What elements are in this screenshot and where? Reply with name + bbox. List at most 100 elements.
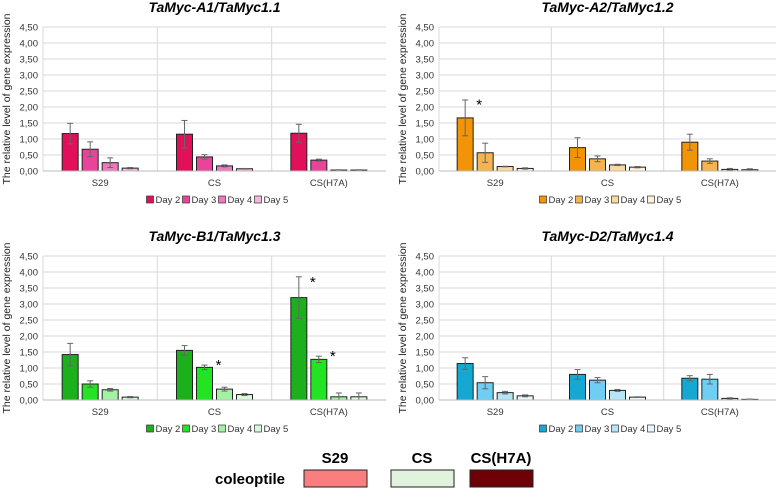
y-tick-label: 0,50: [416, 380, 435, 391]
y-tick-label: 4,00: [20, 268, 39, 279]
legend: Day 2 Day 3 Day 4 Day 5: [539, 424, 682, 435]
legend-swatch: [611, 424, 619, 433]
y-tick-label: 2,50: [20, 316, 39, 327]
y-axis-label: The relative level of gene expression: [1, 13, 13, 184]
chart-panel-3: TaMyc-B1/TaMyc1.3 0,00 0,50 1,00 1,50 2,00 2,5…: [1, 228, 386, 435]
tissue-swatch: [469, 469, 534, 488]
legend: Day 2 Day 3 Day 4 Day 5: [146, 195, 289, 206]
legend-swatch: [575, 195, 583, 204]
legend-swatch: [182, 195, 190, 204]
y-tick-label: 0,00: [20, 167, 39, 178]
x-tick-label: CS: [208, 178, 221, 189]
y-tick-label: 2,00: [416, 332, 435, 343]
y-tick-label: 0,00: [416, 396, 435, 407]
legend-label: Day 5: [264, 424, 289, 435]
y-tick-label: 1,00: [416, 135, 435, 146]
tissue-label: CS(H7A): [471, 450, 532, 467]
tissue-row-label: coleoptile: [215, 471, 285, 488]
legend-label: Day 4: [621, 424, 646, 435]
y-tick-label: 3,50: [20, 284, 39, 295]
legend-label: Day 3: [585, 195, 610, 206]
legend-swatch: [218, 195, 226, 204]
chart-panel-4: TaMyc-D2/TaMyc1.4 0,00 0,50 1,00 1,50 2,00 2,5…: [397, 228, 776, 435]
tissue-label: S29: [322, 450, 349, 467]
y-tick-label: 1,50: [416, 348, 435, 359]
y-tick-label: 1,50: [20, 348, 39, 359]
significance-mark: *: [330, 348, 336, 365]
chart-panel-1: TaMyc-A1/TaMyc1.1 0,00 0,50 1,00 1,50 2,00 2,5…: [1, 0, 386, 206]
x-tick-label: S29: [92, 178, 109, 189]
legend-swatch: [575, 424, 583, 433]
y-tick-label: 2,50: [416, 87, 435, 98]
legend-label: Day 5: [657, 424, 682, 435]
x-tick-label: CS: [601, 178, 614, 189]
legend-swatch: [539, 195, 547, 204]
y-tick-label: 3,50: [416, 284, 435, 295]
legend-label: Day 2: [549, 195, 574, 206]
legend-label: Day 2: [549, 424, 574, 435]
y-tick-label: 3,00: [20, 300, 39, 311]
y-tick-label: 3,50: [20, 55, 39, 66]
legend-swatch: [647, 424, 655, 433]
significance-mark: *: [476, 96, 482, 113]
legend-label: Day 3: [192, 195, 217, 206]
y-tick-label: 0,50: [20, 151, 39, 162]
legend-swatch: [146, 195, 154, 204]
x-tick-label: CS(H7A): [701, 407, 739, 418]
y-tick-label: 4,00: [416, 39, 435, 50]
legend-swatch: [254, 424, 262, 433]
x-tick-label: S29: [487, 178, 504, 189]
bar-day-3: [310, 358, 328, 401]
legend: Day 2 Day 3 Day 4 Day 5: [146, 424, 289, 435]
legend-swatch: [611, 195, 619, 204]
y-tick-label: 2,50: [416, 316, 435, 327]
chart-title: TaMyc-B1/TaMyc1.3: [148, 228, 280, 244]
x-tick-label: CS(H7A): [310, 178, 348, 189]
legend-swatch: [218, 424, 226, 433]
y-tick-label: 1,50: [20, 119, 39, 130]
legend-label: Day 5: [657, 195, 682, 206]
y-tick-label: 1,00: [20, 364, 39, 375]
legend-label: Day 3: [192, 424, 217, 435]
y-tick-label: 3,00: [416, 300, 435, 311]
y-axis-label: The relative level of gene expression: [397, 242, 409, 413]
y-tick-label: 0,00: [20, 396, 39, 407]
tissue-swatch: [303, 469, 368, 488]
y-axis-label: The relative level of gene expression: [1, 242, 13, 413]
x-tick-label: S29: [92, 407, 109, 418]
y-tick-label: 3,00: [20, 71, 39, 82]
y-tick-label: 0,50: [20, 380, 39, 391]
y-tick-label: 0,50: [416, 151, 435, 162]
significance-mark: *: [216, 357, 222, 374]
legend-swatch: [254, 195, 262, 204]
chart-title: TaMyc-A2/TaMyc1.2: [541, 0, 673, 15]
x-tick-label: CS(H7A): [701, 178, 739, 189]
legend-label: Day 4: [228, 424, 253, 435]
legend-label: Day 5: [264, 195, 289, 206]
legend-label: Day 2: [156, 195, 181, 206]
legend-swatch: [182, 424, 190, 433]
y-tick-label: 4,00: [416, 268, 435, 279]
legend-label: Day 4: [621, 195, 646, 206]
chart-title: TaMyc-D2/TaMyc1.4: [541, 228, 673, 244]
y-tick-label: 2,00: [416, 103, 435, 114]
tissue-legend: coleoptile S29 CS CS(H7A): [215, 450, 534, 488]
legend-label: Day 2: [156, 424, 181, 435]
x-tick-label: S29: [487, 407, 504, 418]
y-tick-label: 4,00: [20, 39, 39, 50]
bar-day-2: [176, 349, 193, 401]
y-tick-label: 4,50: [416, 23, 435, 34]
y-tick-label: 1,00: [416, 364, 435, 375]
tissue-swatch: [390, 469, 455, 488]
chart-panel-2: TaMyc-A2/TaMyc1.2 0,00 0,50 1,00 1,50 2,00 2,5…: [397, 0, 776, 206]
y-tick-label: 2,00: [20, 332, 39, 343]
y-axis-label: The relative level of gene expression: [397, 13, 409, 184]
x-tick-label: CS(H7A): [310, 407, 348, 418]
y-tick-label: 1,00: [20, 135, 39, 146]
y-tick-label: 0,00: [416, 167, 435, 178]
y-tick-label: 4,50: [20, 23, 39, 34]
y-tick-label: 3,00: [416, 71, 435, 82]
y-tick-label: 4,50: [20, 252, 39, 263]
legend-label: Day 4: [228, 195, 253, 206]
